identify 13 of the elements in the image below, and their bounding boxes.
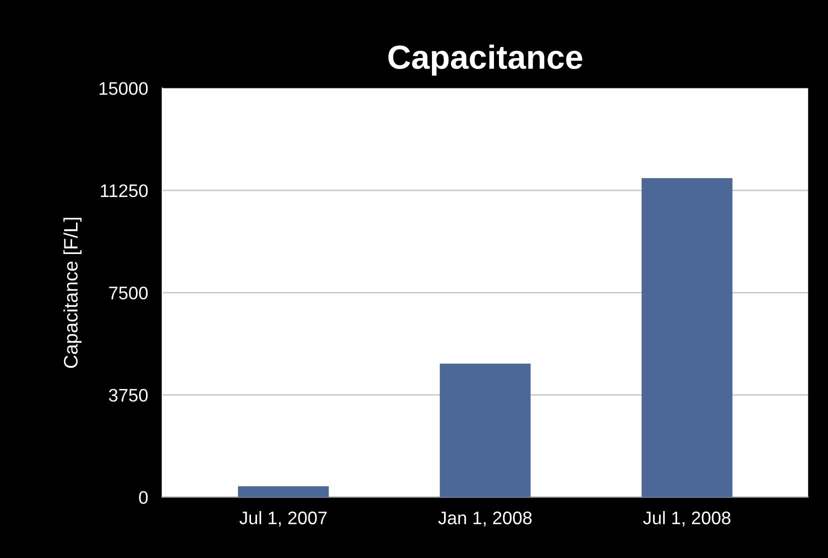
x-tick-label: Jan 1, 2008 — [438, 512, 532, 526]
y-tick-label: 15000 — [100, 82, 148, 95]
y-tick-label: 7500 — [109, 286, 148, 300]
y-axis-title: Capacitance [F/L] — [63, 218, 82, 368]
bar — [238, 486, 329, 498]
y-tick-label: 3750 — [108, 388, 148, 402]
y-tick-label: 0 — [139, 491, 148, 504]
chart-title: Capacitance — [388, 44, 582, 76]
bar — [642, 178, 732, 498]
bar — [440, 364, 531, 498]
y-tick-label: 11250 — [100, 184, 148, 198]
x-tick-label: Jul 1, 2008 — [643, 511, 730, 526]
x-tick-label: Jul 1, 2007 — [240, 511, 327, 526]
